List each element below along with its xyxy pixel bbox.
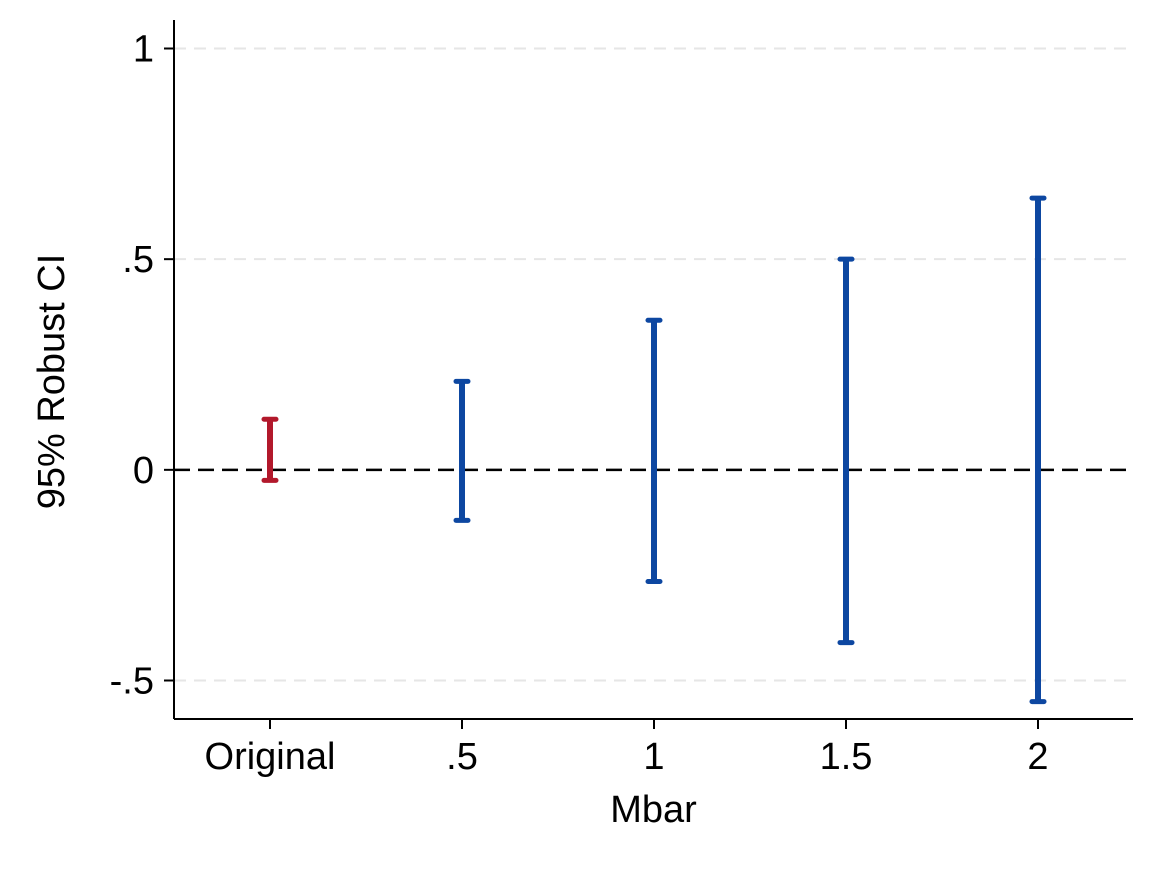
ci-bar bbox=[837, 256, 855, 646]
y-tick-label: .5 bbox=[122, 239, 154, 281]
x-ticks: Original .5 1 1.5 2 bbox=[205, 719, 1049, 778]
x-tick-label: 1.5 bbox=[820, 736, 873, 778]
y-ticks: -.5 0 .5 1 bbox=[110, 29, 174, 703]
y-tick-label: 1 bbox=[133, 29, 154, 71]
ci-bar bbox=[645, 317, 663, 584]
y-tick-label: 0 bbox=[133, 450, 154, 492]
y-tick-label: -.5 bbox=[110, 661, 154, 703]
ci-bar bbox=[261, 416, 279, 483]
x-tick-label: .5 bbox=[446, 736, 478, 778]
x-tick-label: Original bbox=[205, 736, 336, 778]
ci-bar bbox=[1029, 195, 1047, 705]
x-axis-title: Mbar bbox=[610, 789, 697, 831]
y-axis-title: 95% Robust CI bbox=[31, 254, 73, 510]
ci-bar bbox=[453, 378, 471, 523]
x-tick-label: 1 bbox=[643, 736, 664, 778]
confidence-intervals bbox=[261, 195, 1047, 705]
x-tick-label: 2 bbox=[1027, 736, 1048, 778]
